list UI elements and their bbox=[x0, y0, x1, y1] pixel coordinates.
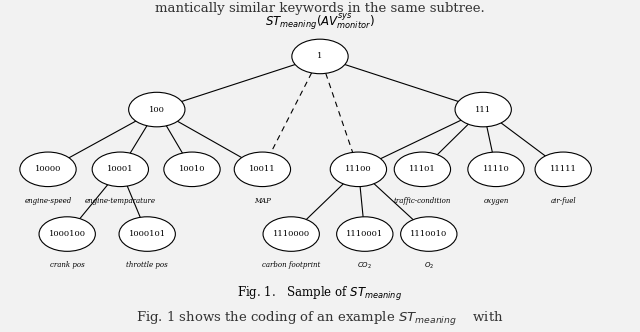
Text: 11111: 11111 bbox=[550, 165, 577, 173]
Text: $O_2$: $O_2$ bbox=[424, 261, 434, 272]
Text: 1110001: 1110001 bbox=[346, 230, 383, 238]
Text: throttle pos: throttle pos bbox=[126, 261, 168, 269]
Text: engine-temparature: engine-temparature bbox=[85, 197, 156, 205]
Ellipse shape bbox=[164, 152, 220, 187]
Text: 10001: 10001 bbox=[107, 165, 134, 173]
Ellipse shape bbox=[234, 152, 291, 187]
Text: 10010: 10010 bbox=[179, 165, 205, 173]
Ellipse shape bbox=[119, 217, 175, 251]
Text: 1000101: 1000101 bbox=[129, 230, 166, 238]
Text: 10011: 10011 bbox=[249, 165, 276, 173]
Ellipse shape bbox=[20, 152, 76, 187]
Ellipse shape bbox=[337, 217, 393, 251]
Text: carbon footprint: carbon footprint bbox=[262, 261, 321, 269]
Text: 10000: 10000 bbox=[35, 165, 61, 173]
Text: 1000100: 1000100 bbox=[49, 230, 86, 238]
Ellipse shape bbox=[535, 152, 591, 187]
Ellipse shape bbox=[263, 217, 319, 251]
Text: oxygen: oxygen bbox=[483, 197, 509, 205]
Text: 1110010: 1110010 bbox=[410, 230, 447, 238]
Text: 1110000: 1110000 bbox=[273, 230, 310, 238]
Text: engine-speed: engine-speed bbox=[24, 197, 72, 205]
Ellipse shape bbox=[92, 152, 148, 187]
Ellipse shape bbox=[468, 152, 524, 187]
Ellipse shape bbox=[394, 152, 451, 187]
Text: 1: 1 bbox=[317, 52, 323, 60]
Ellipse shape bbox=[129, 92, 185, 127]
Text: 111: 111 bbox=[475, 106, 492, 114]
Text: Fig. 1 shows the coding of an example $ST_{meaning}$    with: Fig. 1 shows the coding of an example $S… bbox=[136, 310, 504, 328]
Text: traffic-condition: traffic-condition bbox=[394, 197, 451, 205]
Text: MAP: MAP bbox=[254, 197, 271, 205]
Text: $CO_2$: $CO_2$ bbox=[357, 261, 372, 272]
Text: 100: 100 bbox=[149, 106, 164, 114]
Ellipse shape bbox=[455, 92, 511, 127]
Ellipse shape bbox=[39, 217, 95, 251]
Text: Fig. 1.   Sample of $ST_{meaning}$: Fig. 1. Sample of $ST_{meaning}$ bbox=[237, 285, 403, 303]
Ellipse shape bbox=[292, 39, 348, 74]
Text: air-fuel: air-fuel bbox=[550, 197, 576, 205]
Text: crank pos: crank pos bbox=[50, 261, 84, 269]
Text: 11110: 11110 bbox=[483, 165, 509, 173]
Text: mantically similar keywords in the same subtree.: mantically similar keywords in the same … bbox=[155, 2, 485, 15]
Text: $ST_{meaning}(AV^{sys}_{monitor})$: $ST_{meaning}(AV^{sys}_{monitor})$ bbox=[265, 12, 375, 32]
Ellipse shape bbox=[330, 152, 387, 187]
Ellipse shape bbox=[401, 217, 457, 251]
Text: 11101: 11101 bbox=[409, 165, 436, 173]
Text: 11100: 11100 bbox=[345, 165, 372, 173]
